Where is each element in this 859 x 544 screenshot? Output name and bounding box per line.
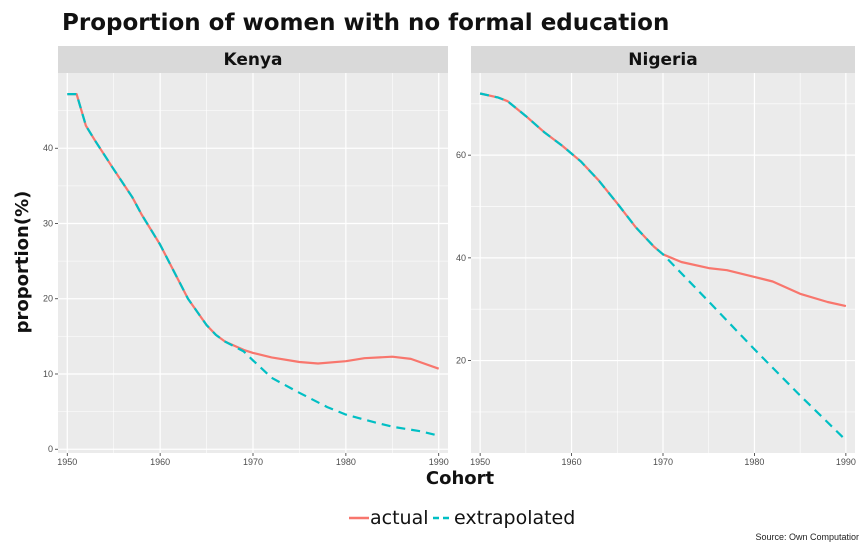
x-axis-title: Cohort xyxy=(426,468,495,489)
x-tick-label: 1970 xyxy=(653,457,673,467)
y-tick-label: 20 xyxy=(456,356,466,366)
legend-label-actual: actual xyxy=(370,507,429,529)
y-tick-label: 40 xyxy=(456,253,466,263)
facet-strip xyxy=(471,46,855,73)
y-tick-label: 60 xyxy=(456,150,466,160)
legend-label-extrapolated: extrapolated xyxy=(454,507,575,529)
x-tick-label: 1990 xyxy=(429,457,449,467)
x-tick-label: 1960 xyxy=(150,457,170,467)
y-tick-label: 10 xyxy=(43,369,53,379)
series-line-extrapolated xyxy=(67,92,439,437)
x-tick-label: 1970 xyxy=(243,457,263,467)
series-line-actual xyxy=(479,92,847,308)
panel-nigeria: Nigeria 1950 1960 1970 1980 1990 20 40 60 xyxy=(456,46,856,467)
y-tick-label: 20 xyxy=(43,294,53,304)
y-tick-label: 0 xyxy=(48,444,53,454)
panel-kenya: Kenya 1950 1960 1970 1980 1990 0 10 20 30 40 xyxy=(43,46,449,467)
facet-label: Kenya xyxy=(223,50,282,70)
x-tick-label: 1950 xyxy=(57,457,77,467)
facet-strip xyxy=(58,46,448,73)
x-tick-label: 1990 xyxy=(836,457,856,467)
y-tick-label: 30 xyxy=(43,218,53,228)
x-tick-label: 1980 xyxy=(336,457,356,467)
source-caption: Source: Own Computatior xyxy=(755,532,859,542)
x-tick-label: 1950 xyxy=(470,457,490,467)
y-tick-label: 40 xyxy=(43,143,53,153)
legend: actual extrapolated xyxy=(349,507,575,529)
chart-title: Proportion of women with no formal educa… xyxy=(62,10,669,36)
x-tick-label: 1960 xyxy=(562,457,582,467)
series-line-extrapolated xyxy=(479,92,847,441)
x-tick-label: 1980 xyxy=(744,457,764,467)
facet-label: Nigeria xyxy=(628,50,697,70)
y-axis-title: proportion(%) xyxy=(12,191,33,334)
